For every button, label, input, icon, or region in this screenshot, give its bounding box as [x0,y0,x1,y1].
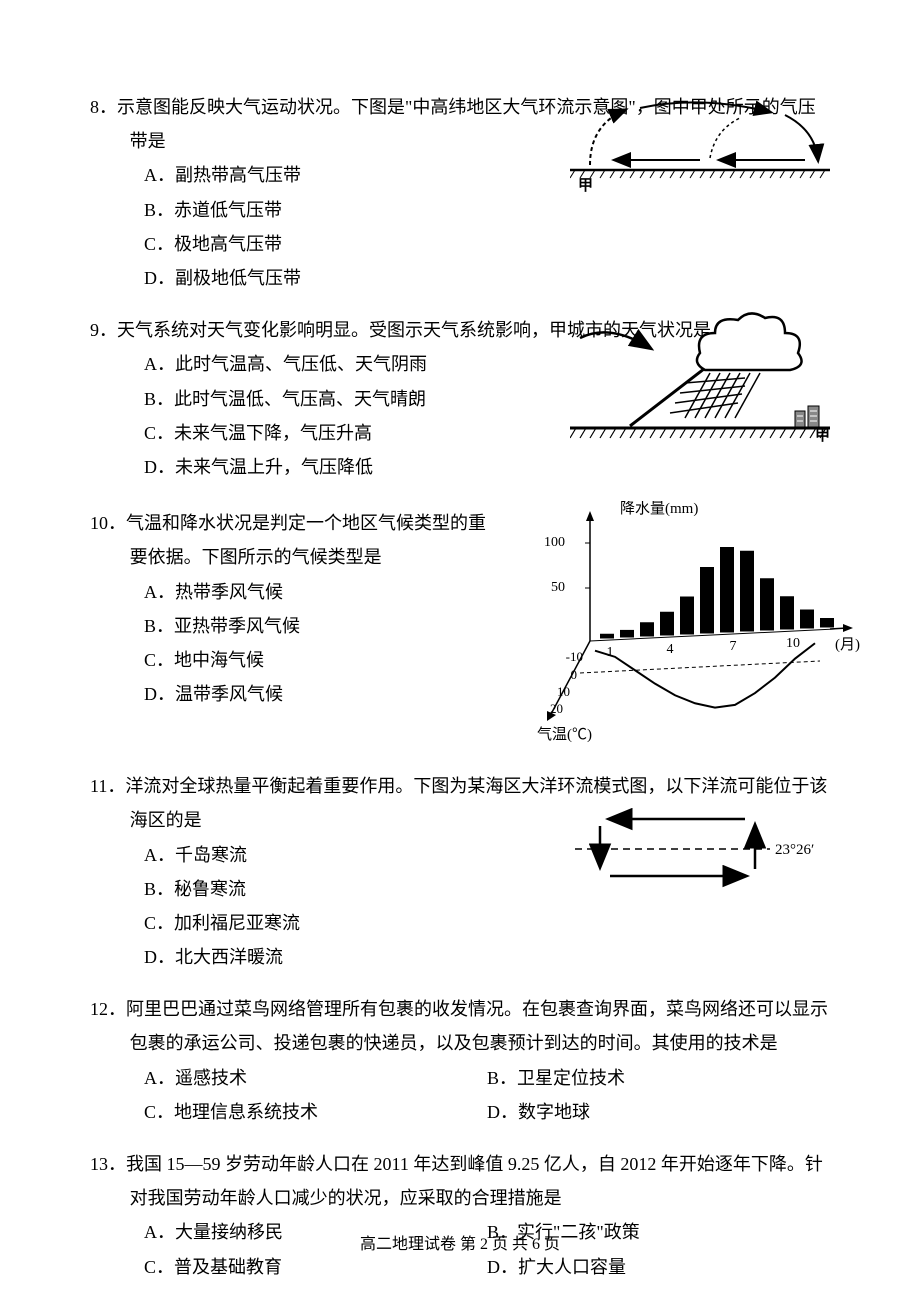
stem-text: 气温和降水状况是判定一个地区气候类型的重要依据。下图所示的气候类型是 [126,513,486,567]
xtick-7: 7 [730,639,737,654]
question-stem: 12．阿里巴巴通过菜鸟网络管理所有包裹的收发情况。在包裹查询界面，菜鸟网络还可以… [90,992,830,1060]
question-number: 10． [90,513,126,533]
question-number: 12． [90,999,126,1019]
weather-front-icon [570,308,830,448]
question-number: 11． [90,776,125,796]
question-8: 8．示意图能反映大气运动状况。下图是"中高纬地区大气环流示意图"，图中甲处所示的… [90,90,830,295]
figure-label-jia: 甲 [815,422,830,451]
option-b: B．赤道低气压带 [144,193,830,227]
question-stem: 13．我国 15—59 岁劳动年龄人口在 2011 年达到峰值 9.25 亿人，… [90,1147,830,1215]
stem-text: 阿里巴巴通过菜鸟网络管理所有包裹的收发情况。在包裹查询界面，菜鸟网络还可以显示包… [126,999,828,1053]
latitude-label: 23°26′ [775,842,814,858]
temp-label: 气温(℃) [537,726,592,743]
atmospheric-circulation-icon [570,90,830,195]
figure-q8: 甲 [570,90,830,195]
question-number: 13． [90,1154,126,1174]
option-d: D．北大西洋暖流 [144,940,830,974]
question-number: 9． [90,320,117,340]
ttick-0: 0 [571,667,578,682]
question-number: 8． [90,97,117,117]
options-list: A．遥感技术 B．卫星定位技术 C．地理信息系统技术 D．数字地球 [90,1061,830,1129]
page-footer: 高二地理试卷 第 2 页 共 6 页 [0,1230,920,1260]
option-d: D．副极地低气压带 [144,261,830,295]
option-c: C．加利福尼亚寒流 [144,906,830,940]
question-13: 13．我国 15—59 岁劳动年龄人口在 2011 年达到峰值 9.25 亿人，… [90,1147,830,1284]
tick-50: 50 [551,580,565,595]
precip-label: 降水量(mm) [620,501,698,517]
option-c: C．极地高气压带 [144,227,830,261]
figure-label-jia: 甲 [578,172,593,201]
option-a: A．遥感技术 [144,1061,487,1095]
figure-q10: 降水量(mm) 100 50 (月) 1 4 7 10 气温(℃) -10 0 … [535,501,865,746]
ttick-m10: -10 [566,649,583,664]
figure-q9: 甲 [570,308,830,453]
question-9: 9．天气系统对天气变化影响明显。受图示天气系统影响，甲城市的天气状况是 A．此时… [90,313,830,488]
option-d: D．未来气温上升，气压降低 [144,450,830,484]
option-d: D．数字地球 [487,1095,830,1129]
xtick-1: 1 [607,645,614,660]
ttick-10: 10 [557,684,570,699]
question-12: 12．阿里巴巴通过菜鸟网络管理所有包裹的收发情况。在包裹查询界面，菜鸟网络还可以… [90,992,830,1129]
ocean-gyre-icon: 23°26′ [575,804,830,894]
tick-100: 100 [544,535,565,550]
option-b: B．卫星定位技术 [487,1061,830,1095]
xtick-10: 10 [786,636,800,651]
ttick-20: 20 [550,701,563,716]
climate-chart-icon: 降水量(mm) 100 50 (月) 1 4 7 10 气温(℃) -10 0 … [535,501,865,746]
question-10: 10．气温和降水状况是判定一个地区气候类型的重要依据。下图所示的气候类型是 A．… [90,506,830,751]
question-11: 11．洋流对全球热量平衡起着重要作用。下图为某海区大洋环流模式图，以下洋流可能位… [90,769,830,974]
xtick-4: 4 [667,642,674,657]
stem-text: 我国 15—59 岁劳动年龄人口在 2011 年达到峰值 9.25 亿人，自 2… [126,1154,823,1208]
month-label: (月) [835,637,860,653]
figure-q11: 23°26′ [575,804,830,894]
option-c: C．地理信息系统技术 [144,1095,487,1129]
